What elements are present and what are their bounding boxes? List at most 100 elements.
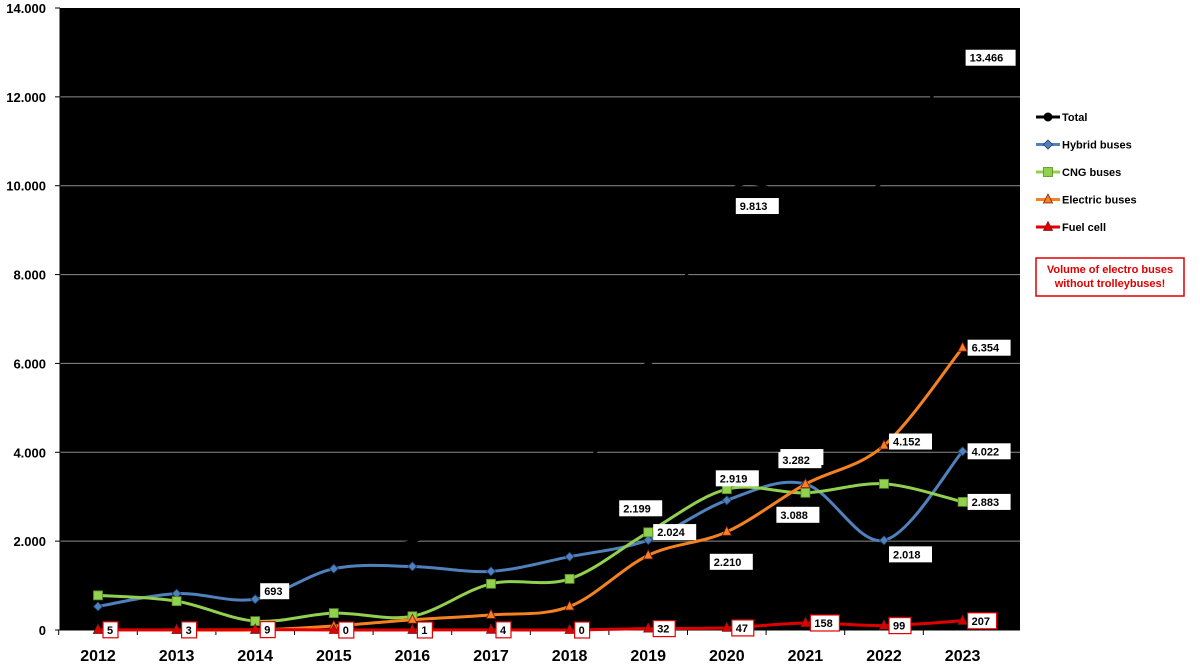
data-label-box-fuel-cell [573,621,591,639]
point-total [329,547,339,557]
x-tick-label: 2014 [237,648,273,665]
data-label-box-fuel-cell [181,621,198,639]
point-fuel-cell [250,623,261,634]
data-label-fuel-cell: 4 [500,625,507,637]
data-label-box-fuel-cell [966,612,998,630]
data-label-box-fuel-cell [495,621,512,639]
legend-label-hybrid-buses: Hybrid buses [1062,140,1132,152]
point-fuel-cell [878,619,890,630]
point-electric-buses [485,608,497,619]
point-electric-buses [407,613,418,624]
legend-label-total: Total [1062,112,1087,124]
point-electric-buses [643,548,654,560]
data-label-box-fuel-cell [888,617,912,635]
y-tick-label: 2.000 [13,534,46,549]
point-total [643,361,653,371]
point-fuel-cell [957,614,968,625]
data-label-box-electric-buses [889,433,932,450]
plot-area [60,8,1020,630]
data-label-cng-buses: 2.199 [623,503,651,515]
point-electric-buses [800,477,811,489]
data-label-box-fuel-cell [259,621,276,639]
annotation-box [1035,257,1185,297]
point-hybrid-buses [250,594,261,605]
y-tick-label: 12.000 [6,90,46,105]
data-label-box-hybrid-buses [967,443,1011,460]
data-label-box-total [965,49,1016,66]
point-cng-buses [93,590,103,601]
legend-marker-fuel-cell [1042,220,1054,231]
point-fuel-cell [800,616,811,627]
point-total [407,536,417,546]
point-electric-buses [721,525,732,536]
y-tick-label: 10.000 [6,179,46,194]
x-tick-label: 2022 [866,648,902,665]
x-tick-label: 2018 [552,648,588,665]
annotation-text: Volume of electro buses [1047,264,1173,276]
point-hybrid-buses [878,535,890,546]
x-tick-label: 2016 [395,648,431,665]
point-hybrid-buses [564,551,575,562]
data-label-fuel-cell: 9 [264,625,270,637]
data-label-fuel-cell: 207 [972,616,990,628]
annotation-text: without trolleybuses! [1054,278,1166,290]
point-total [800,194,810,204]
point-cng-buses [643,527,654,538]
data-label-box-hybrid-buses [653,524,697,541]
point-cng-buses [564,574,575,584]
data-label-fuel-cell: 0 [343,625,349,637]
point-cng-buses [800,487,811,498]
point-fuel-cell [643,622,654,633]
data-label-fuel-cell: 158 [814,618,832,630]
data-label-electric-buses: 2.210 [714,557,742,569]
data-label-total: 13.466 [970,53,1004,65]
point-fuel-cell [564,623,575,634]
data-label-fuel-cell: 0 [579,625,585,637]
x-tick-label: 2019 [630,648,666,665]
legend: Total Hybrid buses CNG buses Electric buses… [1036,112,1137,234]
point-cng-buses [328,608,339,619]
point-total [486,504,496,514]
data-label-electric-buses: 6.354 [972,343,1000,355]
y-tick-label: 14.000 [6,1,46,16]
point-total [565,477,575,487]
data-label-cng-buses: 2.883 [972,497,1000,509]
y-tick-label: 8.000 [13,268,46,283]
data-label-box-hybrid-buses [889,546,932,563]
series-total [93,27,968,595]
legend-marker-cng-buses [1043,167,1053,177]
point-total [722,189,732,199]
data-label-fuel-cell: 1 [421,625,427,637]
data-label-total: 9.813 [740,201,768,213]
point-hybrid-buses [721,495,732,506]
data-label-box-fuel-cell [338,621,355,639]
point-fuel-cell [485,623,497,634]
point-hybrid-buses [957,446,968,457]
data-label-box-cng-buses [619,500,663,517]
data-label-box-cng-buses [967,493,1011,510]
point-hybrid-buses [92,601,104,612]
point-hybrid-buses [485,566,497,577]
point-fuel-cell [92,623,104,634]
x-tick-label: 2021 [788,648,824,665]
point-fuel-cell [407,623,418,634]
data-label-cng-buses: 3.088 [780,510,808,522]
series-line-cng-buses [97,482,963,623]
data-label-electric-buses: 3.282 [782,455,810,467]
data-label-box-total [735,198,779,215]
point-hybrid-buses [328,563,339,574]
point-electric-buses [878,439,890,450]
point-fuel-cell [721,621,732,632]
point-fuel-cell [171,623,182,634]
data-label-fuel-cell: 32 [657,624,669,636]
point-hybrid-buses [643,535,654,546]
point-total [250,585,260,595]
data-label-fuel-cell: 99 [893,621,905,633]
data-label-fuel-cell: 3 [186,625,192,637]
y-tick-label: 4.000 [13,445,46,460]
data-label-electric-buses: 4.152 [893,437,921,449]
legend-label-electric-buses: Electric buses [1062,195,1137,207]
point-total [879,175,889,185]
data-label-box-fuel-cell [731,619,755,637]
